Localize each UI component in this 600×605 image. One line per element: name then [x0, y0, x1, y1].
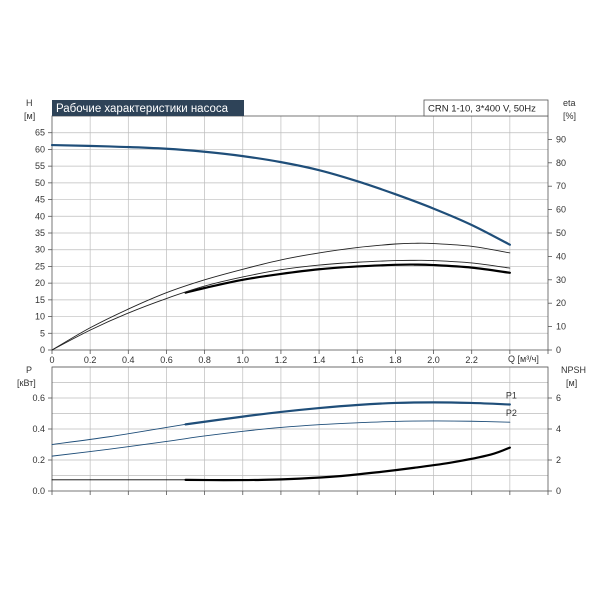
npsh-axis-label: NPSH — [561, 365, 586, 375]
power-tick-label: 0.4 — [32, 424, 45, 434]
bottom-series-0 — [51, 423, 186, 445]
x-tick-label: 0.4 — [122, 355, 135, 365]
head-efficiency-chart: 0 0.2 0.4 0.6 0.8 1.0 1.2 1.4 1.6 1.8 2.0 2.2 0 5 10 15… — [24, 98, 576, 365]
x-tick-label: 1.8 — [389, 355, 402, 365]
power-axis-unit: [кВт] — [17, 378, 36, 388]
x-tick-label: 1.4 — [313, 355, 326, 365]
x-tick-label: 1.0 — [237, 355, 250, 365]
npsh-tick-label: 6 — [556, 393, 561, 403]
y-tick-label: 60 — [35, 144, 45, 154]
y-tick-label: 0 — [40, 345, 45, 355]
y-tick-label: 30 — [35, 245, 45, 255]
y2-tick-label: 50 — [556, 228, 566, 238]
bottom-tick-marks — [48, 397, 552, 495]
power-axis-label: P — [26, 365, 32, 375]
power-tick-label: 0.6 — [32, 393, 45, 403]
series-label-p1: P1 — [506, 391, 517, 401]
x-tick-label: 0.6 — [160, 355, 173, 365]
y-tick-label: 5 — [40, 328, 45, 338]
y2-tick-label: 60 — [556, 205, 566, 215]
y-tick-label: 45 — [35, 195, 45, 205]
power-tick-label: 0.2 — [32, 455, 45, 465]
y-tick-label: 15 — [35, 295, 45, 305]
npsh-tick-label: 4 — [556, 424, 561, 434]
y-axis-unit: [м] — [24, 111, 35, 121]
y-tick-label: 50 — [35, 178, 45, 188]
chart-title-box — [52, 100, 244, 116]
y2-tick-label: 80 — [556, 158, 566, 168]
y2-tick-label: 30 — [556, 275, 566, 285]
bottom-series-group — [51, 401, 511, 482]
y-tick-label: 65 — [35, 128, 45, 138]
x-tick-label: 0 — [49, 355, 54, 365]
npsh-tick-label: 2 — [556, 455, 561, 465]
x-tick-label: 2.0 — [427, 355, 440, 365]
bottom-series-4 — [184, 446, 511, 482]
model-info-box — [423, 99, 549, 117]
y-tick-label: 20 — [35, 278, 45, 288]
bottom-series-2 — [51, 420, 511, 457]
y2-tick-label: 0 — [556, 345, 561, 355]
bottom-grid — [52, 366, 548, 491]
power-npsh-chart: 0.0 0.2 0.4 0.6 0 2 4 6 P1 P2 P [кВт] NPSH [м] — [17, 365, 586, 496]
y-tick-label: 10 — [35, 312, 45, 322]
x-tick-label: 0.8 — [198, 355, 211, 365]
y2-axis-unit: [%] — [563, 111, 576, 121]
top-series-group — [50, 143, 511, 351]
x-axis-label: Q [м³/ч] — [508, 354, 539, 364]
y2-tick-label: 10 — [556, 322, 566, 332]
top-tick-marks — [48, 132, 552, 354]
series-label-p2: P2 — [506, 408, 517, 418]
npsh-axis-unit: [м] — [566, 378, 577, 388]
y-tick-label: 55 — [35, 161, 45, 171]
y2-tick-label: 40 — [556, 251, 566, 261]
top-series-0 — [50, 143, 511, 246]
top-series-3 — [51, 259, 511, 351]
power-tick-label: 0.0 — [32, 486, 45, 496]
y2-tick-label: 20 — [556, 298, 566, 308]
y2-tick-label: 90 — [556, 134, 566, 144]
chart-title: Рабочие характеристики насоса — [56, 103, 229, 115]
top-series-1 — [51, 242, 511, 351]
y-tick-label: 25 — [35, 261, 45, 271]
npsh-tick-label: 0 — [556, 486, 561, 496]
bottom-tick-labels: 0.0 0.2 0.4 0.6 0 2 4 6 P1 P2 — [32, 391, 561, 496]
x-tick-label: 2.2 — [465, 355, 478, 365]
x-tick-label: 1.6 — [351, 355, 364, 365]
x-tick-label: 0.2 — [84, 355, 97, 365]
bottom-series-1 — [184, 401, 511, 426]
y2-axis-label: eta — [563, 98, 576, 108]
top-tick-labels: 0 0.2 0.4 0.6 0.8 1.0 1.2 1.4 1.6 1.8 2.0 2.2 0 5 10 15… — [35, 128, 566, 365]
y-tick-label: 35 — [35, 228, 45, 238]
x-tick-label: 1.2 — [275, 355, 288, 365]
y2-tick-label: 70 — [556, 181, 566, 191]
y-tick-label: 40 — [35, 211, 45, 221]
top-grid — [52, 116, 548, 350]
y-axis-label: H — [26, 98, 33, 108]
top-series-2 — [184, 263, 511, 294]
model-info: CRN 1-10, 3*400 V, 50Hz — [428, 104, 536, 115]
